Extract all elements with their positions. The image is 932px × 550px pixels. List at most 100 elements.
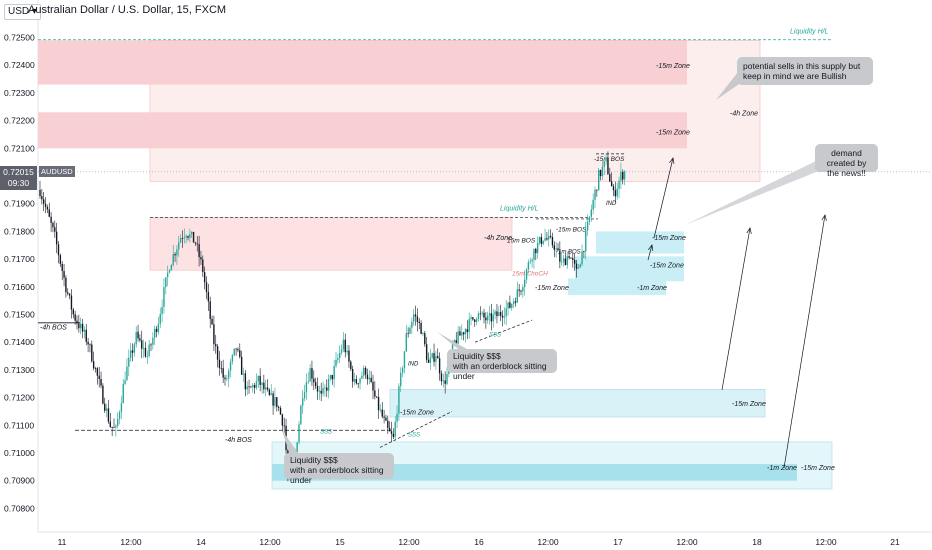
candle-body <box>157 323 160 332</box>
candle-body <box>579 264 581 268</box>
currency-label: USD <box>8 6 30 17</box>
candle-body <box>455 340 457 344</box>
arrow-up-3 <box>721 227 751 391</box>
candle-body <box>525 269 528 280</box>
candle-body <box>129 350 132 358</box>
candle-body <box>405 333 407 352</box>
arrow-up-1-head <box>669 157 675 164</box>
candle-body <box>601 166 604 177</box>
candle-body <box>403 351 406 369</box>
candle-body <box>259 375 261 385</box>
candle-body <box>477 313 480 320</box>
candle-body <box>244 373 247 390</box>
candle-body <box>479 313 481 315</box>
liquidity-note-2-pointer <box>282 430 300 456</box>
candle-body <box>59 255 62 264</box>
candle-body <box>281 414 284 426</box>
liquidity-note-bubble-1[interactable]: Liquidity $$$ with an orderblock sitting… <box>447 349 557 381</box>
ind-label-2: IND <box>606 201 617 207</box>
candle-body <box>263 382 265 390</box>
candle-body <box>499 312 502 316</box>
candle-body <box>296 442 298 453</box>
candle-body <box>557 248 559 251</box>
y-tick-label: 0.71400 <box>4 337 35 347</box>
candle-body <box>94 368 97 370</box>
candle-body <box>52 222 54 228</box>
currency-button[interactable]: USD ▾ <box>4 4 41 20</box>
candle-body <box>485 317 487 321</box>
candle-body <box>353 379 356 382</box>
candle-body <box>462 332 465 335</box>
y-tick-label: 0.71300 <box>4 365 35 375</box>
candle-body <box>172 254 174 265</box>
arrow-up-2 <box>647 244 653 261</box>
candle-body <box>431 353 433 358</box>
supply-zone-15m-top <box>38 40 687 85</box>
demand-note-bubble[interactable]: demand created by the news!! <box>815 144 878 178</box>
candle-body <box>501 315 504 318</box>
x-tick-label: 14 <box>196 537 206 547</box>
candle-body <box>229 361 232 371</box>
demand-zone-15m-c <box>389 388 766 418</box>
candle-body <box>381 409 383 417</box>
candle-body <box>372 381 374 391</box>
candle-body <box>331 375 333 380</box>
zone-label: -15m Zone <box>650 263 684 270</box>
candle-body <box>487 315 489 321</box>
candle-body <box>139 338 141 341</box>
sss-label-2: SSS <box>489 333 501 339</box>
supply-note-text: potential sells in this supply but keep … <box>743 61 861 81</box>
candle-body <box>205 282 208 293</box>
candle-body <box>551 237 554 246</box>
bos-label-top: -15m BOS <box>594 156 625 163</box>
candle-body <box>438 358 441 374</box>
candle-body <box>198 244 200 258</box>
candle-body <box>55 231 58 245</box>
candle-body <box>437 356 439 359</box>
candle-body <box>583 251 585 253</box>
candle-body <box>57 244 60 256</box>
candle-body <box>392 433 395 437</box>
candle-body <box>78 323 80 329</box>
supply-note-bubble[interactable]: potential sells in this supply but keep … <box>737 57 873 85</box>
candle-body <box>107 408 110 422</box>
candle-body <box>300 405 302 425</box>
x-tick-label: 12:00 <box>676 537 698 547</box>
candle-body <box>237 349 239 351</box>
current-price-tag: 0.72015 09:30 <box>0 166 37 190</box>
candle-body <box>603 161 605 167</box>
demand-zone-1m-bottom <box>272 464 797 481</box>
candle-body <box>222 368 224 378</box>
candle-body <box>268 389 271 395</box>
arrow-up-3-head <box>746 227 752 234</box>
candle-body <box>575 263 578 269</box>
sss-trendline-2 <box>474 319 533 343</box>
demand-zone-15m-b <box>575 256 684 282</box>
candle-body <box>553 245 555 250</box>
candle-body <box>470 317 472 319</box>
candle-body <box>279 407 282 415</box>
candle-body <box>44 203 47 207</box>
candle-body <box>364 367 367 375</box>
liquidity-note-1-title: Liquidity $$$ <box>453 351 501 361</box>
candle-body <box>459 331 461 336</box>
candle-body <box>272 393 274 406</box>
zone-label: -4h Zone <box>484 235 512 242</box>
candle-body <box>411 321 413 328</box>
candle-body <box>588 216 591 222</box>
candle-body <box>555 248 557 250</box>
candle-body <box>220 367 222 369</box>
candle-body <box>68 293 71 296</box>
candle-body <box>213 324 215 345</box>
candle-body <box>255 381 258 388</box>
liquidity-note-bubble-2[interactable]: Liquidity $$$ with an orderblock sitting… <box>284 453 394 485</box>
candle-body <box>327 378 330 391</box>
y-tick-label: 0.71500 <box>4 310 35 320</box>
candle-body <box>302 398 304 406</box>
candle-body <box>609 174 611 182</box>
candle-body <box>257 375 259 382</box>
candle-body <box>303 392 306 399</box>
candle-body <box>54 227 56 232</box>
candle-body <box>507 302 509 309</box>
